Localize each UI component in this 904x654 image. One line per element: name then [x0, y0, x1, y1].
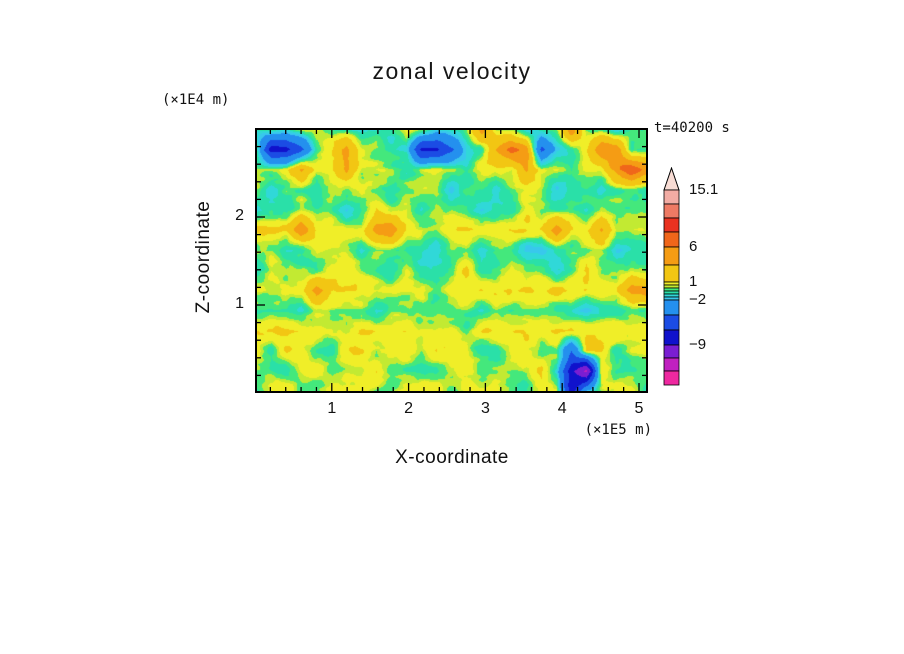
colorbar-tick-label: 6: [689, 238, 698, 255]
x-tick-label: 1: [327, 400, 337, 417]
x-axis-label: X-coordinate: [395, 447, 509, 468]
plot-frame: [255, 128, 648, 393]
time-label: t=40200 s: [654, 120, 730, 136]
z-tick-label: 1: [235, 295, 244, 312]
contour-field: [256, 129, 647, 392]
x-tick-label: 5: [634, 400, 644, 417]
colorbar-tick-label: 1: [689, 273, 698, 290]
x-tick-label: 3: [480, 400, 490, 417]
z-tick-label: 2: [235, 207, 244, 224]
colorbar-tick-label: 15.1: [689, 181, 719, 198]
z-axis-label: Z-coordinate: [193, 200, 214, 314]
x-axis-unit: (×1E5 m): [584, 422, 652, 438]
z-axis-unit: (×1E4 m): [162, 92, 230, 108]
colorbar-tick-label: −9: [689, 336, 707, 353]
x-tick-label: 2: [404, 400, 414, 417]
x-tick-label: 4: [557, 400, 567, 417]
colorbar: [663, 167, 680, 386]
colorbar-tick-label: −2: [689, 291, 707, 308]
chart-title: zonal velocity: [372, 58, 532, 84]
